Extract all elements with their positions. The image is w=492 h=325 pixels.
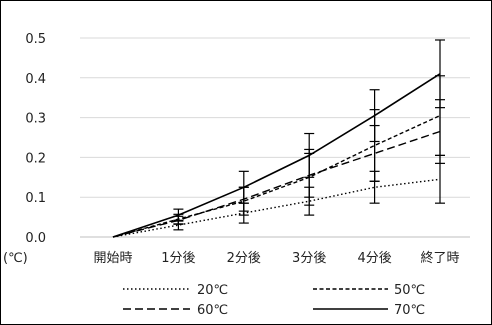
- y-unit-label: (℃): [3, 251, 28, 266]
- x-tick-label: 1分後: [161, 251, 195, 266]
- series-line-0: [112, 178, 441, 238]
- legend-label-0: 20℃: [197, 283, 228, 298]
- x-tick-label: 終了時: [420, 250, 459, 266]
- x-tick-label: 4分後: [357, 251, 391, 266]
- x-tick-label: 2分後: [227, 251, 261, 266]
- series-line-1: [112, 114, 441, 238]
- y-tick-label: 0.3: [25, 112, 46, 127]
- y-tick-label: 0.1: [25, 191, 46, 206]
- y-tick-label: 0.2: [25, 151, 46, 166]
- series-line-2: [112, 130, 441, 238]
- y-tick-label: 0.5: [25, 32, 46, 47]
- x-tick-label: 開始時: [93, 251, 132, 266]
- y-tick-label: 0.4: [25, 72, 46, 87]
- legend-label-3: 70℃: [394, 303, 425, 318]
- y-tick-label: 0.0: [25, 231, 46, 246]
- legend-label-2: 60℃: [197, 303, 228, 318]
- legend-label-1: 50℃: [394, 283, 425, 298]
- series-line-3: [112, 73, 441, 238]
- x-tick-label: 3分後: [292, 251, 326, 266]
